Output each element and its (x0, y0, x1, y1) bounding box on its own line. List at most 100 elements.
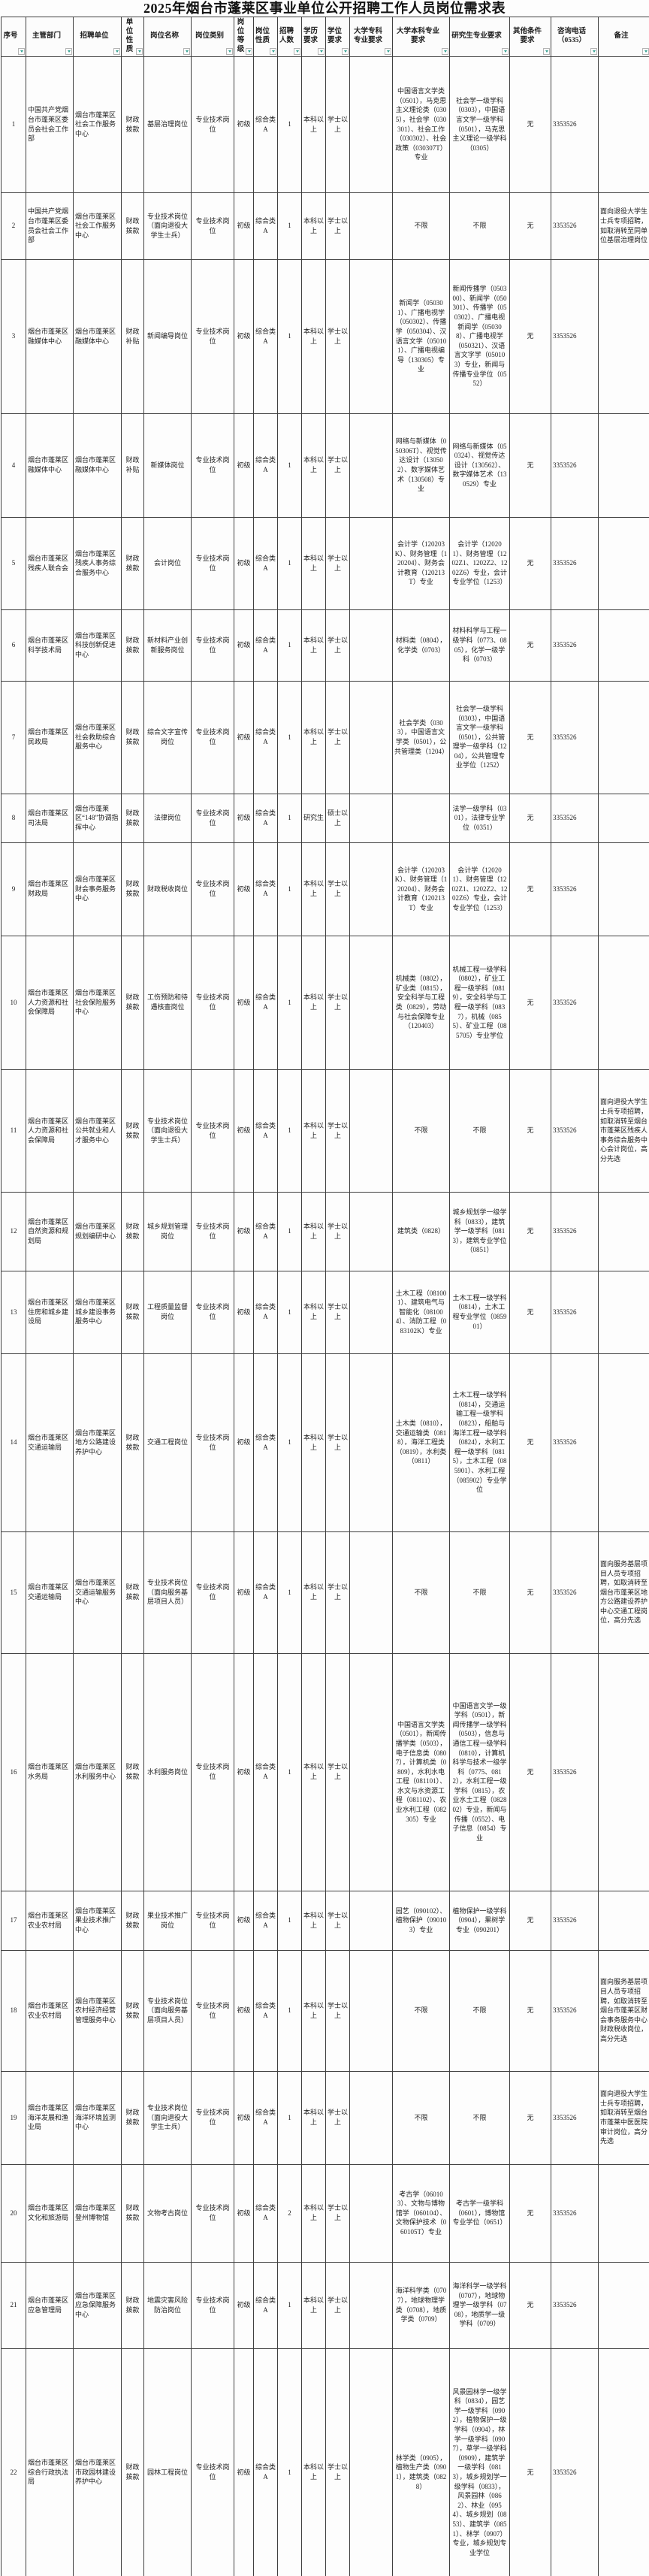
cell-count: 1 (277, 516, 302, 610)
cell-bachelor: 不限 (392, 1949, 450, 2072)
cell-graduate: 考古学一级学科（0601），博物馆专业学位（0651） (449, 2163, 510, 2263)
cell-remark (598, 56, 649, 193)
filter-dropdown-icon[interactable] (502, 47, 509, 55)
cell-category: 专业技术岗位 (191, 516, 234, 610)
filter-dropdown-icon[interactable] (136, 47, 143, 55)
table-row: 15 烟台市蓬莱区交通运输局 烟台市蓬莱区交通运输服务中心 财政拨款 专业技术岗位（面向… (1, 1531, 649, 1654)
filter-dropdown-icon[interactable] (18, 47, 25, 55)
cell-unit: 烟台市蓬莱区城乡建设事务服务中心 (73, 1270, 122, 1354)
column-header-label: 招聘人数 (279, 27, 294, 44)
filter-dropdown-icon[interactable] (65, 47, 72, 55)
cell-nature: 财政拨款 (121, 2163, 144, 2263)
cell-college (349, 1191, 393, 1271)
cell-category: 专业技术岗位 (191, 1270, 234, 1354)
cell-nature: 财政拨款 (121, 516, 144, 610)
filter-dropdown-icon[interactable] (385, 47, 391, 55)
cell-count: 1 (277, 842, 302, 936)
filter-dropdown-icon[interactable] (342, 47, 349, 55)
filter-dropdown-icon[interactable] (113, 47, 120, 55)
cell-degree: 学士以上 (325, 1890, 350, 1951)
cell-nature: 财政拨款 (121, 1270, 144, 1354)
table-row: 11 烟台市蓬莱区人力资源和社会保障局 烟台市蓬莱区公共就业和人才服务中心 财政拨款专… (1, 1069, 649, 1193)
table-row: 13 烟台市蓬莱区住房和城乡建设局 烟台市蓬莱区城乡建设事务服务中心 财政拨款 工程质量… (1, 1270, 649, 1354)
cell-college (349, 793, 393, 843)
cell-post: 地震灾害风险防治岗位 (143, 2261, 192, 2349)
cell-degree: 学士以上 (325, 1531, 350, 1654)
filter-dropdown-icon[interactable] (294, 47, 300, 55)
cell-count: 1 (277, 192, 302, 260)
cell-edu: 本科以上 (301, 56, 326, 193)
column-header-bachelor: 大学本科专业要求 (392, 17, 450, 57)
cell-college (349, 1270, 393, 1354)
cell-count: 1 (277, 1270, 302, 1354)
filter-dropdown-icon[interactable] (590, 47, 597, 55)
cell-dept: 烟台市蓬莱区农业农村局 (26, 1890, 74, 1951)
cell-other: 无 (509, 1270, 551, 1354)
cell-phone: 3353526 (551, 1270, 599, 1354)
cell-other: 无 (509, 935, 551, 1070)
cell-phone: 3353526 (551, 2163, 599, 2263)
column-header-label: 岗位类别 (195, 32, 224, 40)
cell-college (349, 56, 393, 193)
table-row: 9 烟台市蓬莱区财政局 烟台市蓬莱区财会事务服务中心 财政拨款 财政税收岗位 专业技术岗位… (1, 842, 649, 936)
cell-bachelor: 土木类（0810），交通运输类（0818），海洋工程类（0819），水利类（08… (392, 1353, 450, 1532)
cell-post: 水利服务岗位 (143, 1652, 192, 1891)
column-header-unit: 招聘单位 (73, 17, 122, 57)
cell-remark (598, 935, 649, 1070)
cell-type: 综合类A (253, 192, 278, 260)
table-row: 17 烟台市蓬莱区农业农村局 烟台市蓬莱区果业技术推广中心 财政拨款 果业技术推广岗位专… (1, 1890, 649, 1951)
cell-post: 基层治理岗位 (143, 56, 192, 193)
cell-type: 综合类A (253, 1949, 278, 2072)
cell-category: 专业技术岗位 (191, 1949, 234, 2072)
filter-dropdown-icon[interactable] (226, 47, 233, 55)
cell-phone: 3353526 (551, 516, 599, 610)
cell-college (349, 259, 393, 414)
filter-dropdown-icon[interactable] (442, 47, 448, 55)
cell-graduate: 土木工程一级学科（0814），土木工程专业学位（085901） (449, 1270, 510, 1354)
cell-dept: 烟台市蓬莱区文化和旅游局 (26, 2163, 74, 2263)
cell-bachelor: 不限 (392, 2070, 450, 2165)
cell-unit: 烟台市蓬莱区残疾人事务综合服务中心 (73, 516, 122, 610)
filter-dropdown-icon[interactable] (183, 47, 190, 55)
filter-dropdown-icon[interactable] (543, 47, 550, 55)
cell-remark (598, 413, 649, 518)
cell-nature: 财政拨款 (121, 1890, 144, 1951)
cell-unit: 烟台市蓬莱区水利服务中心 (73, 1652, 122, 1891)
cell-graduate: 中国语言文学一级学科（0501），新闻传播学一级学科（0503），信息与通信工程… (449, 1652, 510, 1891)
cell-nature: 财政拨款 (121, 1949, 144, 2072)
cell-college (349, 413, 393, 518)
table-row: 19 烟台市蓬莱区海洋发展和渔业局 烟台市蓬莱区海洋环境监测中心 财政拨款 专业技术岗位… (1, 2070, 649, 2165)
cell-category: 专业技术岗位 (191, 609, 234, 682)
cell-other: 无 (509, 1069, 551, 1193)
cell-count: 1 (277, 1949, 302, 2072)
cell-degree: 学士以上 (325, 2163, 350, 2263)
cell-dept: 烟台市蓬莱区融媒体中心 (26, 259, 74, 414)
cell-level: 初级 (234, 1191, 254, 1271)
filter-dropdown-icon[interactable] (246, 47, 252, 55)
page-title: 2025年烟台市蓬莱区事业单位公开招聘工作人员岗位需求表 (143, 1, 506, 16)
cell-nature: 财政拨款 (121, 793, 144, 843)
cell-remark (598, 1270, 649, 1354)
cell-index: 6 (1, 609, 26, 682)
filter-dropdown-icon[interactable] (318, 47, 324, 55)
column-header-label: 单位性质 (125, 19, 134, 53)
cell-bachelor: 材料类（0804），化学类（0703） (392, 609, 450, 682)
cell-type: 综合类A (253, 56, 278, 193)
cell-dept: 中国共产党烟台市蓬莱区委员会社会工作部 (26, 56, 74, 193)
cell-graduate: 新闻传播学（050300）、新闻学（050301）、传播学（050302）、广播… (449, 259, 510, 414)
cell-category: 专业技术岗位 (191, 1652, 234, 1891)
cell-index: 11 (1, 1069, 26, 1193)
cell-dept: 烟台市蓬莱区农业农村局 (26, 1949, 74, 2072)
cell-unit: 烟台市蓬莱区“148”协调指挥中心 (73, 793, 122, 843)
cell-degree: 学士以上 (325, 1353, 350, 1532)
cell-type: 综合类A (253, 680, 278, 794)
cell-edu: 本科以上 (301, 1191, 326, 1271)
cell-post: 专业技术岗位（面向退役大学生士兵） (143, 192, 192, 260)
filter-dropdown-icon[interactable] (270, 47, 276, 55)
cell-count: 1 (277, 2261, 302, 2349)
cell-count: 1 (277, 2070, 302, 2165)
filter-dropdown-icon[interactable] (642, 47, 649, 55)
column-header-label: 研究生专业要求 (451, 32, 502, 40)
column-header-college: 大学专科专业要求 (349, 17, 393, 57)
cell-degree: 学士以上 (325, 2261, 350, 2349)
